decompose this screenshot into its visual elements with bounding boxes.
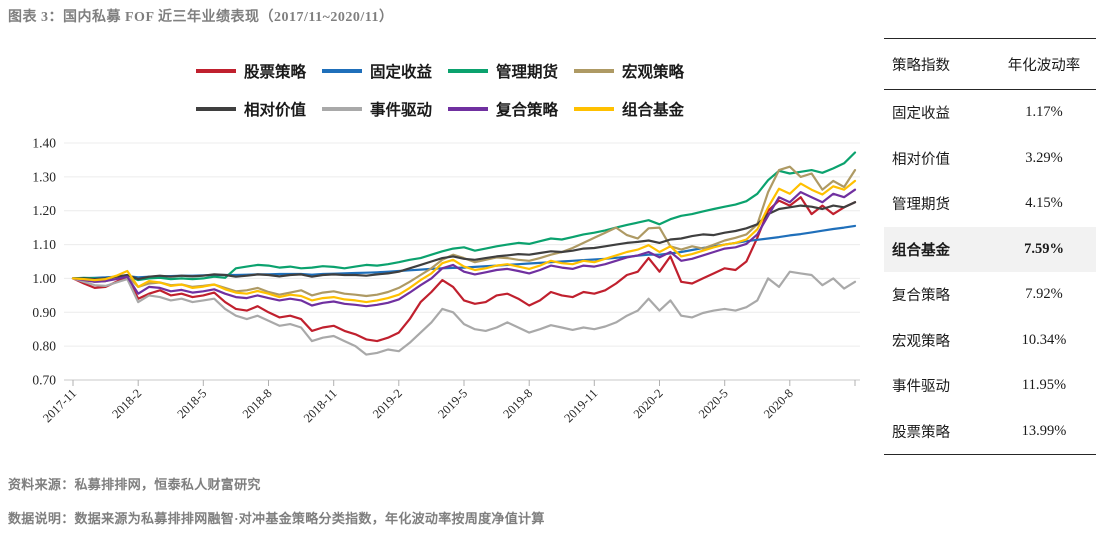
legend-label: 事件驱动 bbox=[369, 102, 432, 119]
x-axis-label: 2020-5 bbox=[696, 386, 731, 421]
series-line-managed-futures bbox=[71, 151, 857, 282]
legend-swatch-event-driven bbox=[321, 107, 362, 111]
y-axis-label: 0.70 bbox=[32, 373, 56, 388]
table-header-row: 策略指数 年化波动率 bbox=[884, 39, 1096, 90]
strategy-name: 管理期货 bbox=[892, 197, 950, 214]
y-axis-label: 1.00 bbox=[32, 271, 56, 286]
legend-label: 组合基金 bbox=[622, 102, 685, 119]
strategy-name: 宏观策略 bbox=[892, 333, 950, 350]
volatility-value: 7.92% bbox=[1025, 286, 1063, 303]
table-body: 固定收益 1.17% 相对价值 3.29% 管理期货 4.15% 组合基金 7.59% 复合策略… bbox=[884, 90, 1096, 454]
y-axis-label: 1.20 bbox=[32, 203, 56, 218]
legend-swatch-relative-value bbox=[195, 107, 236, 111]
table-header-strategy: 策略指数 bbox=[892, 57, 950, 74]
data-note: 数据说明：数据来源为私募排排网融智·对冲基金策略分类指数，年化波动率按周度净值计… bbox=[8, 511, 545, 526]
y-axis-label: 1.30 bbox=[32, 169, 56, 184]
legend-item-macro-strategy: 宏观策略 bbox=[574, 60, 684, 82]
legend-swatch-fund-of-funds bbox=[574, 107, 615, 111]
x-axis-label: 2019-5 bbox=[435, 386, 470, 421]
x-axis-label: 2019-11 bbox=[561, 386, 600, 425]
volatility-value: 11.95% bbox=[1021, 377, 1067, 394]
legend-swatch-managed-futures bbox=[448, 69, 488, 73]
y-axis-label: 1.40 bbox=[32, 136, 56, 151]
table-row-managed-futures: 管理期货 4.15% bbox=[884, 181, 1096, 227]
x-axis-label: 2018-8 bbox=[240, 386, 275, 421]
legend-item-relative-value: 相对价值 bbox=[195, 98, 306, 120]
legend-swatch-multi-strategy bbox=[448, 107, 488, 111]
legend-label: 固定收益 bbox=[369, 64, 432, 81]
x-axis-label: 2020-2 bbox=[631, 386, 666, 421]
legend-label: 相对价值 bbox=[243, 102, 306, 119]
volatility-table: 策略指数 年化波动率 固定收益 1.17% 相对价值 3.29% 管理期货 4.15% 组合… bbox=[884, 38, 1096, 455]
table-row-macro-strategy: 宏观策略 10.34% bbox=[884, 318, 1096, 364]
strategy-name: 固定收益 bbox=[892, 106, 950, 123]
strategy-name: 股票策略 bbox=[892, 424, 950, 441]
strategy-name: 事件驱动 bbox=[892, 379, 950, 396]
table-row-stock-strategy: 股票策略 13.99% bbox=[884, 409, 1096, 455]
volatility-value: 4.15% bbox=[1025, 195, 1063, 212]
series-line-multi-strategy bbox=[71, 188, 857, 308]
strategy-name: 复合策略 bbox=[892, 288, 950, 305]
x-axis-label: 2018-2 bbox=[109, 386, 144, 421]
legend-item-event-driven: 事件驱动 bbox=[321, 98, 432, 120]
table-row-multi-strategy: 复合策略 7.92% bbox=[884, 272, 1096, 318]
legend-item-stock-strategy: 股票策略 bbox=[195, 60, 306, 82]
source-note: 资料来源：私募排排网，恒泰私人财富研究 bbox=[8, 477, 261, 492]
volatility-value: 13.99% bbox=[1021, 422, 1067, 439]
chart-legend-row-1: 股票策略 固定收益 管理期货 宏观策略 bbox=[0, 60, 880, 82]
legend-item-managed-futures: 管理期货 bbox=[448, 60, 558, 82]
chart-legend-row-2: 相对价值 事件驱动 复合策略 组合基金 bbox=[0, 98, 880, 120]
series-line-fund-of-funds bbox=[71, 179, 857, 304]
series-line-stock-strategy bbox=[71, 196, 857, 343]
x-axis-label: 2017-11 bbox=[40, 386, 79, 425]
y-axis-label: 0.90 bbox=[32, 305, 56, 320]
legend-swatch-fixed-income bbox=[321, 69, 362, 73]
legend-label: 复合策略 bbox=[496, 102, 559, 119]
legend-label: 宏观策略 bbox=[622, 64, 685, 81]
series-line-relative-value bbox=[71, 201, 857, 281]
strategy-name: 相对价值 bbox=[892, 151, 950, 168]
x-axis-label: 2019-2 bbox=[370, 386, 405, 421]
volatility-value: 7.59% bbox=[1024, 240, 1064, 257]
y-axis-label: 0.80 bbox=[32, 339, 56, 354]
strategy-name: 组合基金 bbox=[892, 242, 950, 259]
volatility-value: 3.29% bbox=[1025, 149, 1063, 166]
legend-swatch-stock-strategy bbox=[195, 69, 236, 73]
legend-swatch-macro-strategy bbox=[574, 69, 615, 73]
y-axis-label: 1.10 bbox=[32, 237, 56, 252]
table-row-relative-value: 相对价值 3.29% bbox=[884, 136, 1096, 182]
table-row-fixed-income: 固定收益 1.17% bbox=[884, 90, 1096, 136]
volatility-value: 10.34% bbox=[1021, 331, 1067, 348]
volatility-value: 1.17% bbox=[1025, 104, 1063, 121]
x-axis-label: 2019-8 bbox=[500, 386, 535, 421]
legend-item-fund-of-funds: 组合基金 bbox=[574, 98, 684, 120]
x-axis-label: 2018-11 bbox=[301, 386, 340, 425]
legend-item-multi-strategy: 复合策略 bbox=[448, 98, 558, 120]
page-title: 图表 3：国内私募 FOF 近三年业绩表现（2017/11~2020/11） bbox=[8, 10, 394, 25]
series-line-event-driven bbox=[71, 270, 857, 356]
x-axis-label: 2020-8 bbox=[761, 386, 796, 421]
table-row-event-driven: 事件驱动 11.95% bbox=[884, 363, 1096, 409]
legend-label: 股票策略 bbox=[243, 64, 306, 81]
legend-label: 管理期货 bbox=[496, 64, 559, 81]
table-row-fund-of-funds: 组合基金 7.59% bbox=[884, 226, 1096, 272]
table-header-volatility: 年化波动率 bbox=[1007, 57, 1081, 74]
legend-item-fixed-income: 固定收益 bbox=[321, 60, 432, 82]
x-axis-label: 2018-5 bbox=[174, 386, 209, 421]
